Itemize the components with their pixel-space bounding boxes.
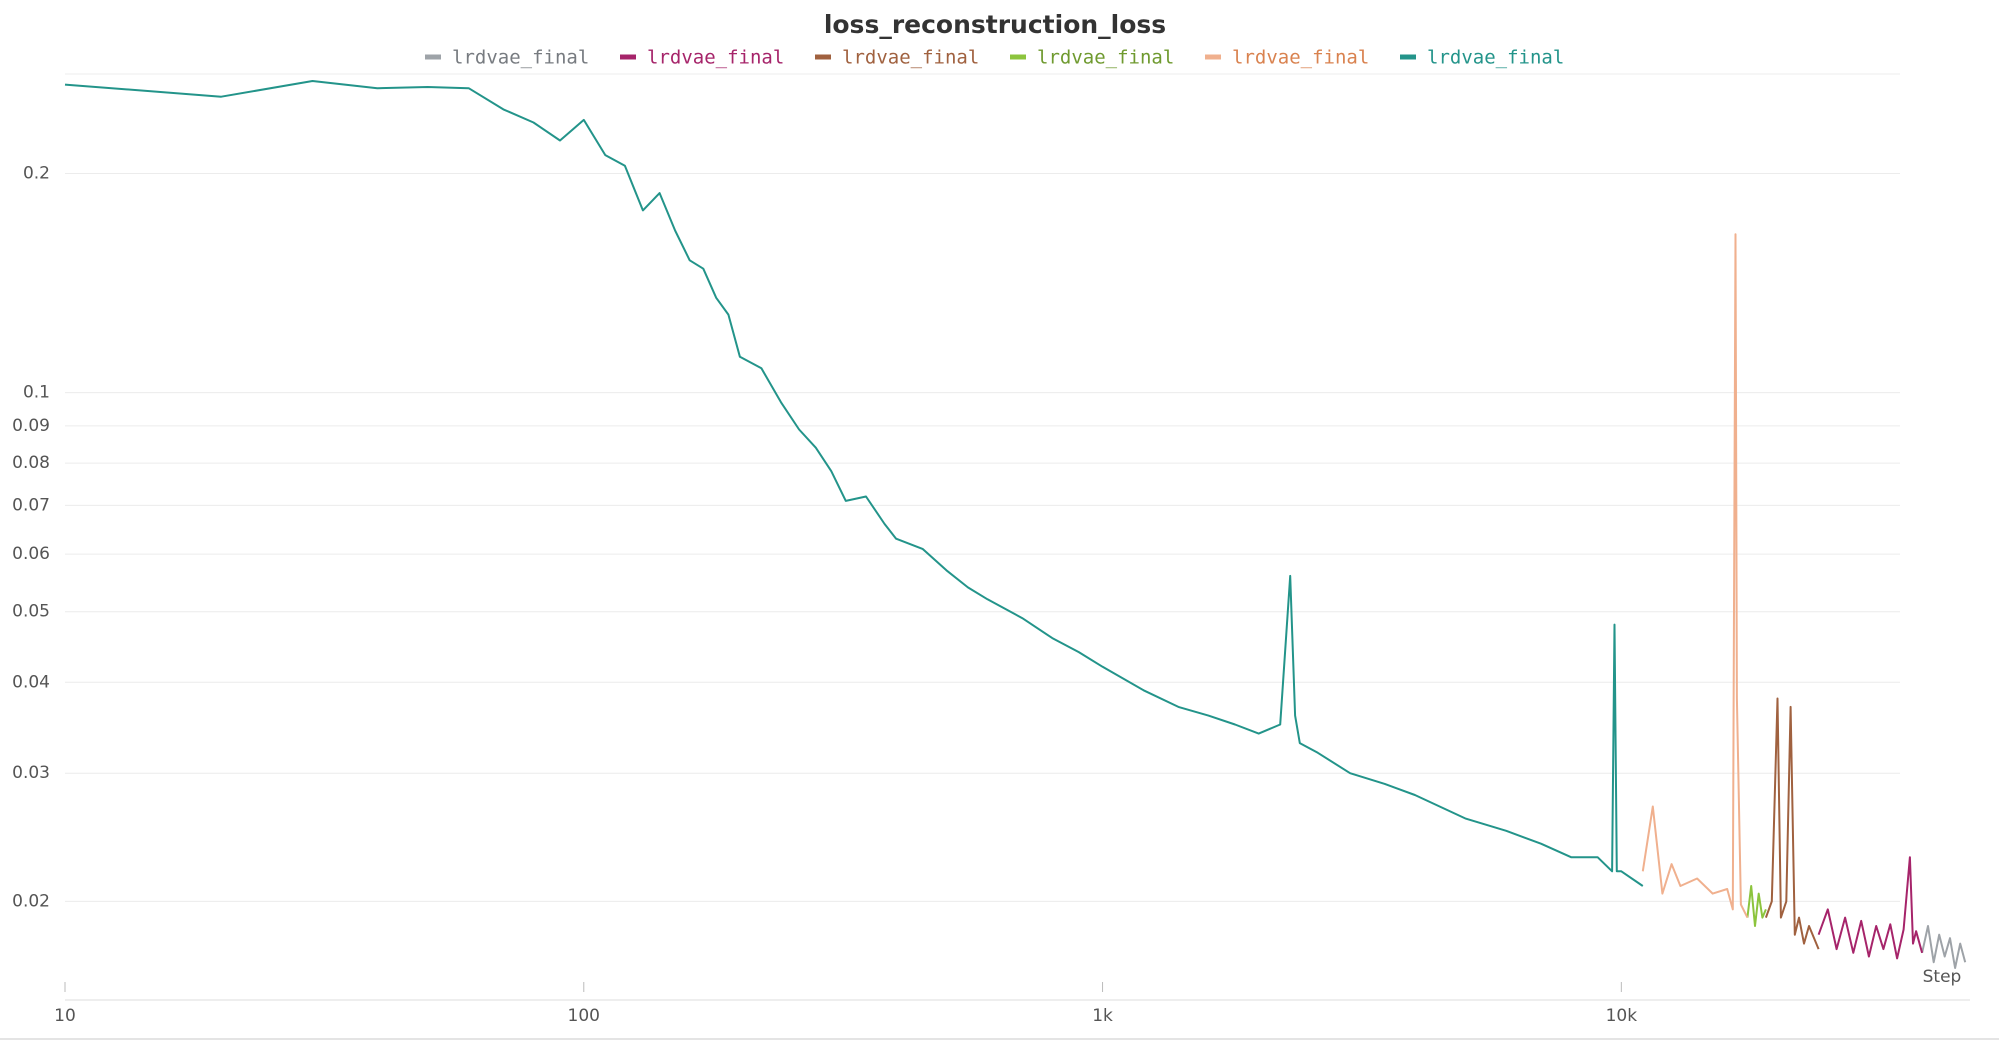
chart-title: loss_reconstruction_loss [824,10,1166,39]
x-tick-label: 1k [1092,1006,1113,1026]
series-line [1746,885,1767,927]
y-tick-label: 0.04 [12,672,50,692]
legend-label: lrdvae_final [452,47,589,69]
y-tick-label: 0.08 [12,453,50,473]
x-tick-label: 10k [1606,1006,1638,1026]
legend-label: lrdvae_final [647,47,784,69]
y-tick-label: 0.07 [12,495,50,515]
x-tick-label: 100 [568,1006,600,1026]
series-line [1921,925,1967,969]
x-tick-label: 10 [54,1006,76,1026]
y-tick-label: 0.1 [23,383,50,403]
y-tick-label: 0.09 [12,416,50,436]
y-tick-label: 0.02 [12,891,50,911]
legend-label: lrdvae_final [1427,47,1564,69]
series-line [1764,697,1820,950]
legend-label: lrdvae_final [1037,47,1174,69]
y-tick-label: 0.06 [12,544,50,564]
series-line [1817,856,1924,960]
y-tick-label: 0.2 [23,164,50,184]
x-axis-label: Step [1923,967,1962,987]
y-tick-label: 0.03 [12,763,50,783]
legend-label: lrdvae_final [842,47,979,69]
series-line [64,80,1644,887]
y-tick-label: 0.05 [12,602,50,622]
series-line [1641,233,1749,919]
legend-label: lrdvae_final [1232,47,1369,69]
